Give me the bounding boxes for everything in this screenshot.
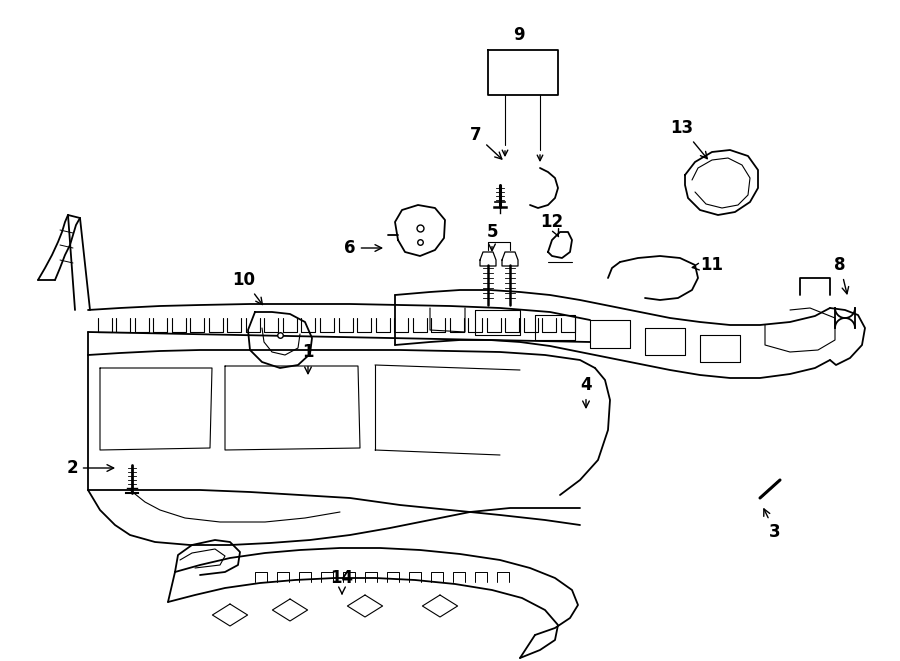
Text: 11: 11 — [692, 256, 724, 274]
Text: 10: 10 — [232, 271, 263, 305]
Text: 9: 9 — [513, 26, 525, 44]
Text: 14: 14 — [330, 569, 354, 594]
Text: 3: 3 — [764, 509, 781, 541]
Text: 6: 6 — [344, 239, 382, 257]
Text: 8: 8 — [834, 256, 849, 293]
Text: 2: 2 — [67, 459, 113, 477]
Text: 7: 7 — [470, 126, 502, 159]
Text: 13: 13 — [670, 119, 707, 159]
Text: 5: 5 — [486, 223, 498, 251]
Text: 1: 1 — [302, 343, 314, 373]
Text: 4: 4 — [580, 376, 592, 408]
Text: 12: 12 — [540, 213, 563, 237]
